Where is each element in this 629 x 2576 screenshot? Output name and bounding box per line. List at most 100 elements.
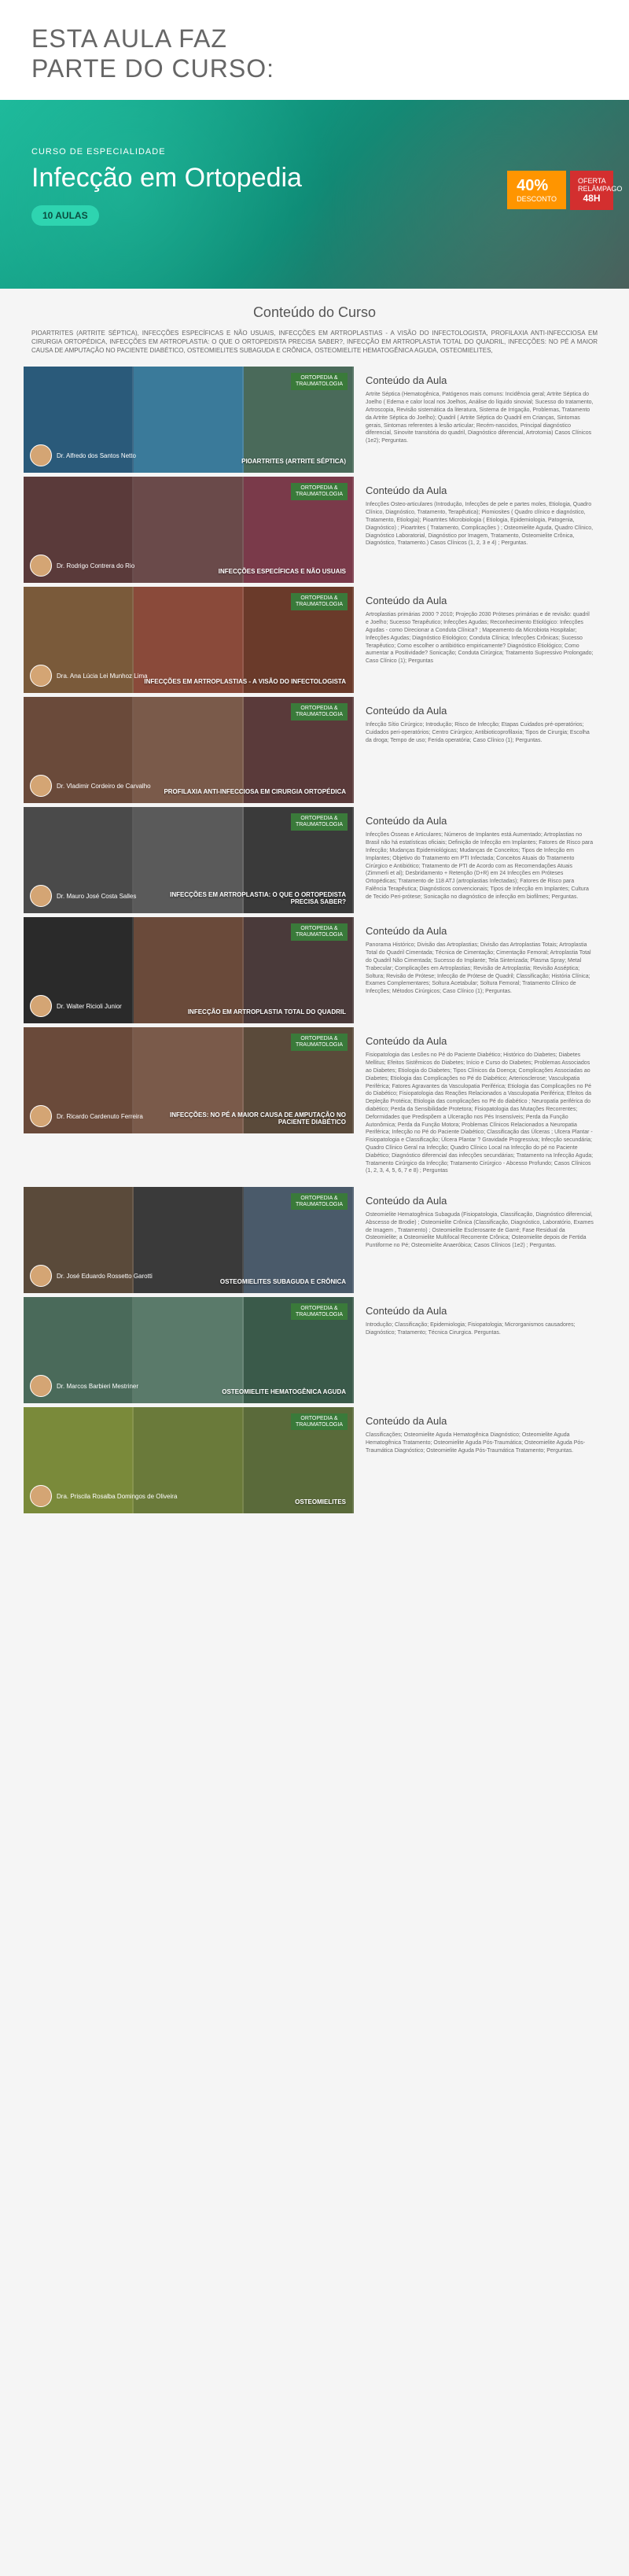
offer-line1: OFERTA xyxy=(578,177,605,185)
lesson-author: Dra. Priscila Rosalba Domingos de Olivei… xyxy=(30,1485,177,1507)
lesson-row: ORTOPEDIA &TRAUMATOLOGIADr. Ricardo Card… xyxy=(24,1027,605,1183)
author-name: Dra. Ana Lúcia Lei Munhoz Lima xyxy=(57,673,148,680)
lesson-content-header: Conteúdo da Aula xyxy=(366,485,594,496)
page-header: ESTA AULA FAZ PARTE DO CURSO: xyxy=(0,0,629,100)
lessons-container: ORTOPEDIA &TRAUMATOLOGIA Dr. Alfredo dos … xyxy=(0,367,629,1513)
lesson-title: INFECÇÃO EM ARTROPLASTIA TOTAL DO QUADRI… xyxy=(188,1008,346,1015)
lesson-content: Conteúdo da Aula Classificações; Osteomie… xyxy=(354,1407,605,1513)
author-name: Dr. Vladimir Cordeiro de Carvalho xyxy=(57,783,151,790)
lesson-title: INFECÇÕES EM ARTROPLASTIAS - A VISÃO DO … xyxy=(144,678,346,685)
lesson-content: Conteúdo da Aula Fisiopatologia das Lesõe… xyxy=(354,1027,605,1183)
lesson-description: Fisiopatologia das Lesões no Pé do Pacie… xyxy=(366,1052,594,1175)
lesson-title: INFECÇÕES ESPECÍFICAS E NÃO USUAIS xyxy=(219,568,346,575)
lesson-row: ORTOPEDIA &TRAUMATOLOGIA Dr. Vladimir Cor… xyxy=(24,697,605,803)
lesson-category-tag: ORTOPEDIA &TRAUMATOLOGIA xyxy=(291,593,348,610)
author-avatar xyxy=(30,1105,52,1127)
lesson-row: ORTOPEDIA &TRAUMATOLOGIA Dr. Mauro José C… xyxy=(24,807,605,913)
lesson-author: Dr. Marcos Barbieri Mestriner xyxy=(30,1375,138,1397)
author-avatar xyxy=(30,444,52,466)
hero-subtitle: CURSO DE ESPECIALIDADE xyxy=(31,147,598,157)
discount-percent: 40% xyxy=(517,177,557,195)
lesson-content-header: Conteúdo da Aula xyxy=(366,1035,594,1047)
author-avatar xyxy=(30,555,52,577)
lesson-description: Introdução; Classificação; Epidemiologia… xyxy=(366,1321,594,1337)
author-name: Dra. Priscila Rosalba Domingos de Olivei… xyxy=(57,1493,177,1500)
lesson-row: ORTOPEDIA &TRAUMATOLOGIA Dr. Marcos Barbi… xyxy=(24,1297,605,1403)
author-avatar xyxy=(30,1485,52,1507)
discount-badge: 40% DESCONTO xyxy=(507,171,566,209)
lesson-content: Conteúdo da AulaArtroplastias primárias … xyxy=(354,587,605,693)
lesson-title: INFECÇÕES: NO PÉ A MAIOR CAUSA DE AMPUTA… xyxy=(142,1111,346,1126)
header-title-line1: ESTA AULA FAZ xyxy=(31,24,227,53)
author-name: Dr. José Eduardo Rossetto Garotti xyxy=(57,1273,153,1280)
discount-label: DESCONTO xyxy=(517,195,557,203)
lesson-description: Artroplastias primárias 2000 ? 2010; Pro… xyxy=(366,611,594,665)
lesson-banner[interactable]: ORTOPEDIA &TRAUMATOLOGIA Dra. Priscila Ro… xyxy=(24,1407,354,1513)
author-name: Dr. Alfredo dos Santos Netto xyxy=(57,452,136,459)
hero-lessons-badge: 10 AULAS xyxy=(31,205,99,226)
lesson-banner[interactable]: ORTOPEDIA &TRAUMATOLOGIA Dr. José Eduardo… xyxy=(24,1187,354,1293)
lesson-description: Osteomielite Hematogênica Subaguda (Fisi… xyxy=(366,1211,594,1250)
lesson-title: OSTEOMIELITES xyxy=(295,1498,346,1505)
lesson-image xyxy=(134,1297,244,1403)
offer-badge: OFERTA RELÂMPAGO 48H xyxy=(570,171,613,210)
lesson-description: Classificações; Osteomielite Aguda Hemat… xyxy=(366,1432,594,1454)
offer-line2: RELÂMPAGO xyxy=(578,185,605,193)
lesson-category-tag: ORTOPEDIA &TRAUMATOLOGIA xyxy=(291,1034,348,1050)
author-avatar xyxy=(30,665,52,687)
lesson-content: Conteúdo da Aula Osteomielite Hematogênic… xyxy=(354,1187,605,1293)
lesson-title: PIOARTRITES (ARTRITE SÉPTICA) xyxy=(241,458,346,465)
lesson-banner[interactable]: ORTOPEDIA &TRAUMATOLOGIA Dr. Alfredo dos … xyxy=(24,367,354,473)
lesson-banner[interactable]: ORTOPEDIA &TRAUMATOLOGIA Dr. Mauro José C… xyxy=(24,807,354,913)
topics-list: PIOARTRITES (ARTRITE SÉPTICA), INFECÇÕES… xyxy=(0,329,629,367)
lesson-category-tag: ORTOPEDIA &TRAUMATOLOGIA xyxy=(291,373,348,389)
lesson-banner[interactable]: ORTOPEDIA &TRAUMATOLOGIA Dr. Vladimir Cor… xyxy=(24,697,354,803)
lesson-category-tag: ORTOPEDIA &TRAUMATOLOGIA xyxy=(291,813,348,830)
lesson-banner[interactable]: ORTOPEDIA &TRAUMATOLOGIA Dr. Marcos Barbi… xyxy=(24,1297,354,1403)
author-name: Dr. Marcos Barbieri Mestriner xyxy=(57,1383,138,1390)
lesson-content: Conteúdo da AulaIntrodução; Classificaçã… xyxy=(354,1297,605,1403)
lesson-description: Artrite Séptica (Hematogênica, Patógenos… xyxy=(366,391,594,445)
lesson-title: INFECÇÕES EM ARTROPLASTIA: O QUE O ORTOP… xyxy=(142,891,346,905)
lesson-category-tag: ORTOPEDIA &TRAUMATOLOGIA xyxy=(291,703,348,720)
lesson-content-header: Conteúdo da Aula xyxy=(366,1195,594,1207)
lesson-description: Infecções Ósseas e Articulares; Números … xyxy=(366,831,594,901)
lesson-category-tag: ORTOPEDIA &TRAUMATOLOGIA xyxy=(291,923,348,940)
hero-banner: CURSO DE ESPECIALIDADE Infecção em Ortop… xyxy=(0,100,629,289)
lesson-category-tag: ORTOPEDIA &TRAUMATOLOGIA xyxy=(291,1193,348,1210)
author-name: Dr. Rodrigo Contrera do Rio xyxy=(57,562,134,569)
author-avatar xyxy=(30,775,52,797)
lesson-content: Conteúdo da Aula Infecção Sítio Cirúrgico… xyxy=(354,697,605,803)
lesson-author: Dra. Ana Lúcia Lei Munhoz Lima xyxy=(30,665,148,687)
author-name: Dr. Walter Ricioli Junior xyxy=(57,1003,122,1010)
lesson-banner[interactable]: ORTOPEDIA &TRAUMATOLOGIADr. Ricardo Card… xyxy=(24,1027,354,1133)
lesson-content: Conteúdo da AulaArtrite Séptica (Hematog… xyxy=(354,367,605,473)
lesson-image xyxy=(134,367,244,473)
lesson-banner[interactable]: ORTOPEDIA &TRAUMATOLOGIA Dra. Ana Lúcia L… xyxy=(24,587,354,693)
lesson-category-tag: ORTOPEDIA &TRAUMATOLOGIA xyxy=(291,483,348,499)
lesson-description: Infecção Sítio Cirúrgico; Introdução; Ri… xyxy=(366,721,594,744)
lesson-author: Dr. Mauro José Costa Salles xyxy=(30,885,136,907)
lesson-author: Dr. José Eduardo Rossetto Garotti xyxy=(30,1265,153,1287)
lesson-content-header: Conteúdo da Aula xyxy=(366,925,594,937)
header-title-line2: PARTE DO CURSO: xyxy=(31,54,274,83)
lesson-content-header: Conteúdo da Aula xyxy=(366,705,594,717)
lesson-content-header: Conteúdo da Aula xyxy=(366,1415,594,1427)
lesson-title: OSTEOMIELITE HEMATOGÊNICA AGUDA xyxy=(222,1388,346,1395)
lesson-banner[interactable]: ORTOPEDIA &TRAUMATOLOGIA Dr. Walter Ricio… xyxy=(24,917,354,1023)
lesson-content-header: Conteúdo da Aula xyxy=(366,815,594,827)
lesson-content: Conteúdo da Aula Infecções Ósseas e Artic… xyxy=(354,807,605,913)
lesson-author: Dr. Walter Ricioli Junior xyxy=(30,995,122,1017)
lesson-category-tag: ORTOPEDIA &TRAUMATOLOGIA xyxy=(291,1303,348,1320)
author-avatar xyxy=(30,885,52,907)
lesson-title: PROFILAXIA ANTI-INFECCIOSA EM CIRURGIA O… xyxy=(164,788,346,795)
lesson-row: ORTOPEDIA &TRAUMATOLOGIA Dr. Alfredo dos … xyxy=(24,367,605,473)
offer-line3: 48H xyxy=(578,193,605,204)
author-avatar xyxy=(30,1375,52,1397)
lesson-row: ORTOPEDIA &TRAUMATOLOGIA Dra. Priscila Ro… xyxy=(24,1407,605,1513)
lesson-author: Dr. Alfredo dos Santos Netto xyxy=(30,444,136,466)
lesson-row: ORTOPEDIA &TRAUMATOLOGIA Dr. Rodrigo Cont… xyxy=(24,477,605,583)
lesson-row: ORTOPEDIA &TRAUMATOLOGIA Dr. José Eduardo… xyxy=(24,1187,605,1293)
lesson-category-tag: ORTOPEDIA &TRAUMATOLOGIA xyxy=(291,1413,348,1430)
lesson-banner[interactable]: ORTOPEDIA &TRAUMATOLOGIA Dr. Rodrigo Cont… xyxy=(24,477,354,583)
